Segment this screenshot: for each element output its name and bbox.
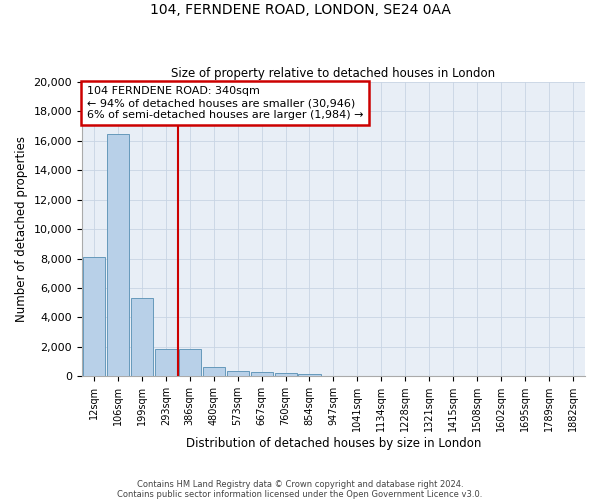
Bar <box>83 257 105 376</box>
Title: Size of property relative to detached houses in London: Size of property relative to detached ho… <box>172 66 496 80</box>
Bar <box>275 374 296 376</box>
Bar <box>107 134 129 376</box>
Text: 104, FERNDENE ROAD, LONDON, SE24 0AA: 104, FERNDENE ROAD, LONDON, SE24 0AA <box>149 2 451 16</box>
Bar <box>179 349 201 376</box>
X-axis label: Distribution of detached houses by size in London: Distribution of detached houses by size … <box>186 437 481 450</box>
Bar <box>131 298 153 376</box>
Bar <box>298 374 320 376</box>
Bar <box>251 372 272 376</box>
Bar <box>227 372 248 376</box>
Bar <box>203 366 224 376</box>
Text: Contains HM Land Registry data © Crown copyright and database right 2024.
Contai: Contains HM Land Registry data © Crown c… <box>118 480 482 499</box>
Bar <box>155 349 177 376</box>
Text: 104 FERNDENE ROAD: 340sqm
← 94% of detached houses are smaller (30,946)
6% of se: 104 FERNDENE ROAD: 340sqm ← 94% of detac… <box>87 86 364 120</box>
Y-axis label: Number of detached properties: Number of detached properties <box>15 136 28 322</box>
